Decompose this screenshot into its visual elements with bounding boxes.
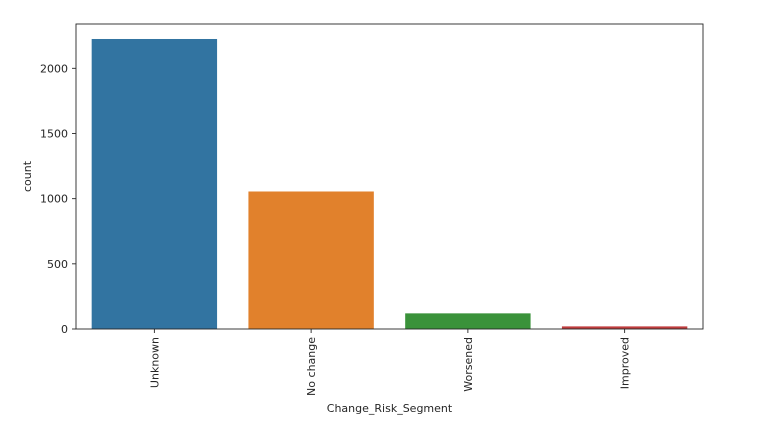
x-tick-label: No change	[305, 337, 318, 396]
y-tick-label: 0	[61, 323, 68, 336]
bars-group	[91, 38, 688, 330]
bar-worsened	[405, 313, 531, 329]
x-tick-label: Improved	[619, 337, 632, 389]
bar-unknown	[91, 38, 218, 330]
y-axis-ticks: 0 500 1000 1500 2000	[40, 62, 76, 336]
y-axis-label: count	[21, 160, 34, 192]
bar-no-change	[248, 191, 374, 329]
x-axis-ticks: Unknown No change Worsened Improved	[148, 329, 632, 396]
y-tick-label: 2000	[40, 62, 68, 75]
plot-area-frame	[75, 23, 704, 330]
y-tick-label: 1500	[40, 127, 68, 140]
y-tick-label: 1000	[40, 193, 68, 206]
x-tick-label: Unknown	[148, 337, 161, 388]
y-tick-label: 500	[47, 258, 68, 271]
x-axis-label: Change_Risk_Segment	[327, 402, 453, 415]
x-tick-label: Worsened	[462, 337, 475, 392]
bar-improved	[561, 326, 688, 329]
